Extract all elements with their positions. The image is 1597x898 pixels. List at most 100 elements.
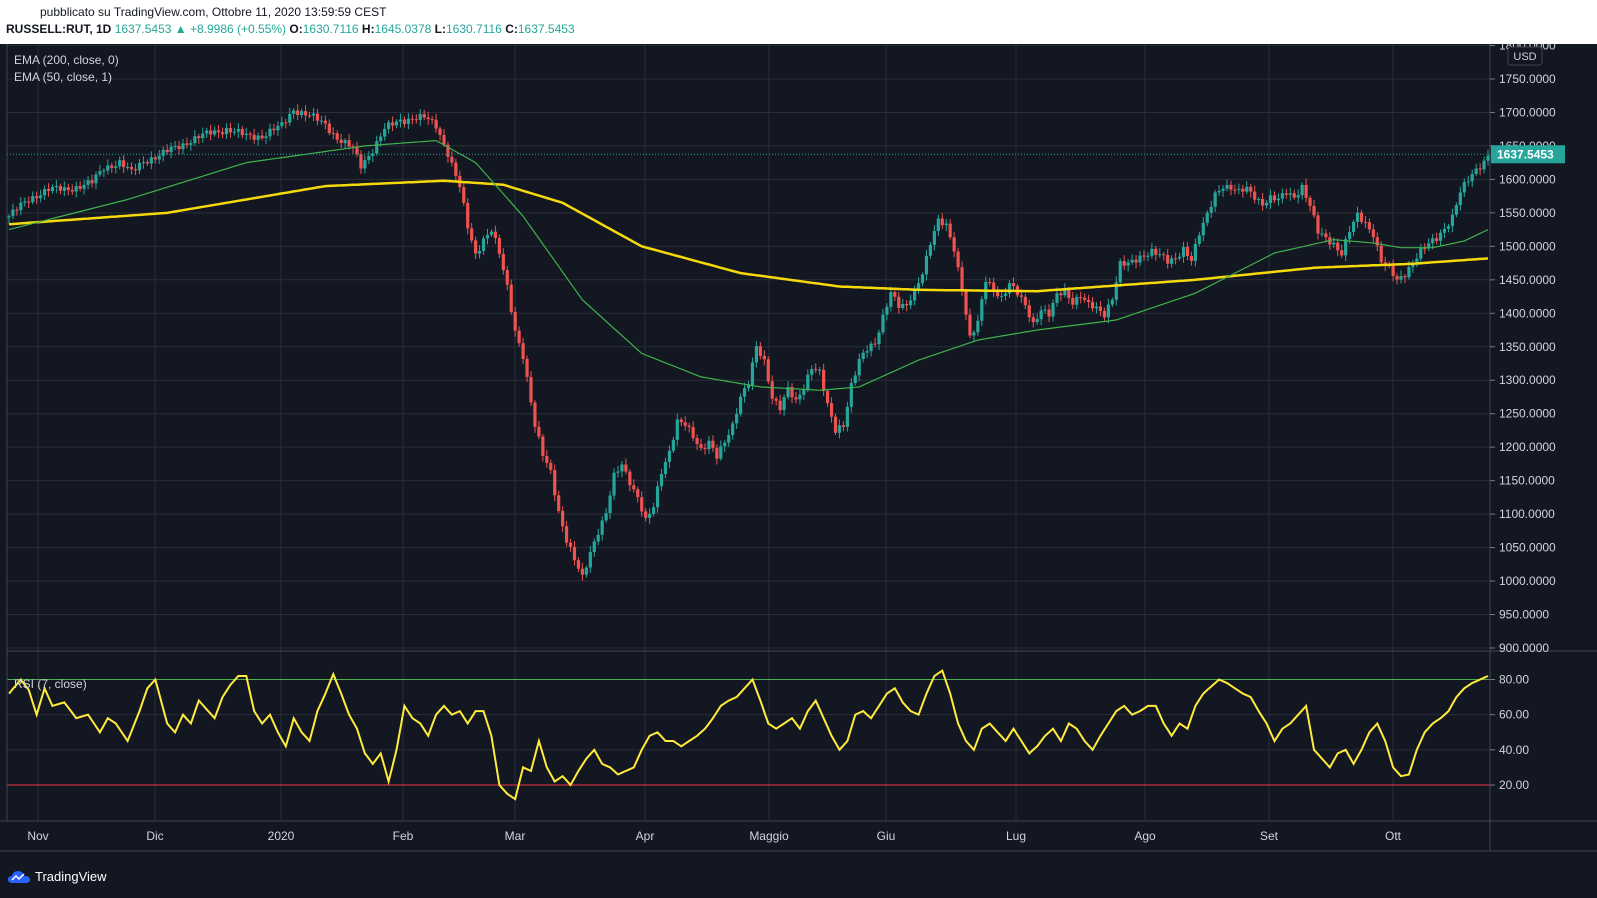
candle-body bbox=[750, 362, 755, 385]
candle-body bbox=[964, 291, 968, 315]
rsi-axis[interactable]: 20.00 40.00 60.00 80.00 bbox=[1490, 673, 1529, 793]
price-axis-label: 1700.0000 bbox=[1499, 105, 1556, 119]
time-axis-label: Lug bbox=[1006, 829, 1026, 843]
candle-body bbox=[62, 187, 66, 191]
candle-body bbox=[133, 169, 138, 171]
candle-body bbox=[869, 343, 873, 352]
candle-body bbox=[912, 288, 917, 301]
candle-body bbox=[481, 238, 486, 251]
candle-body bbox=[288, 113, 292, 123]
ema50-legend[interactable]: EMA (50, close, 1) bbox=[14, 70, 113, 84]
candle-body bbox=[1162, 254, 1166, 256]
candle-body bbox=[1098, 306, 1103, 311]
candle-body bbox=[600, 520, 604, 535]
candle-body bbox=[474, 240, 478, 254]
candle-body bbox=[988, 281, 992, 283]
candle-body bbox=[1189, 255, 1194, 261]
candle-body bbox=[1146, 255, 1150, 257]
candle-body bbox=[909, 300, 913, 306]
candle-body bbox=[501, 253, 505, 271]
candle-body bbox=[806, 374, 810, 390]
price-axis-label: 1250.0000 bbox=[1499, 407, 1556, 421]
candle-body bbox=[355, 147, 359, 155]
candle-body bbox=[268, 128, 272, 137]
candle-body bbox=[1446, 226, 1451, 229]
price-axis-label: 1450.0000 bbox=[1499, 273, 1556, 287]
candle-body bbox=[197, 136, 201, 139]
candle-body bbox=[50, 186, 55, 192]
candle-body bbox=[209, 130, 213, 135]
candle-body bbox=[561, 510, 565, 527]
candle-body bbox=[272, 128, 276, 131]
candle-body bbox=[1340, 250, 1344, 256]
candle-body bbox=[778, 400, 782, 411]
currency-badge[interactable]: USD bbox=[1507, 46, 1543, 66]
candle-body bbox=[228, 128, 233, 133]
candle-body bbox=[1371, 229, 1375, 238]
candle-body bbox=[1130, 259, 1134, 263]
price-change: ▲ +8.9986 (+0.55%) bbox=[174, 22, 287, 36]
candle-body bbox=[825, 391, 830, 404]
price-axis-label: 1150.0000 bbox=[1499, 474, 1555, 488]
price-axis-label: 1500.0000 bbox=[1499, 239, 1556, 253]
ema200-legend[interactable]: EMA (200, close, 0) bbox=[14, 53, 119, 67]
published-text: pubblicato su TradingView.com, Ottobre 1… bbox=[40, 5, 387, 19]
price-axis[interactable]: 900.0000 950.0000 1000.0000 1050.0000 1100.0… bbox=[1490, 44, 1556, 655]
rsi-line bbox=[8, 669, 1489, 801]
symbol-label[interactable]: RUSSELL:RUT, 1D bbox=[6, 22, 112, 36]
candle-body bbox=[387, 122, 391, 129]
candle-body bbox=[1435, 238, 1439, 241]
candle-body bbox=[23, 201, 27, 203]
open-value: 1630.7116 bbox=[302, 22, 359, 36]
candle-body bbox=[1245, 186, 1249, 192]
candle-body bbox=[648, 513, 652, 518]
candle-body bbox=[885, 306, 889, 315]
candle-body bbox=[537, 426, 541, 437]
candle-body bbox=[545, 455, 549, 463]
rsi-legend[interactable]: RSI (7, close) bbox=[14, 677, 87, 691]
candle-body bbox=[1249, 186, 1253, 192]
candle-body bbox=[74, 186, 78, 192]
candle-body bbox=[616, 471, 620, 473]
candle-body bbox=[398, 119, 403, 122]
candle-body bbox=[264, 136, 268, 139]
candle-body bbox=[509, 284, 513, 312]
candle-body bbox=[39, 195, 43, 199]
candle-body bbox=[1300, 184, 1304, 196]
candle-body bbox=[477, 250, 482, 254]
last-price-tag-text: 1637.5453 bbox=[1497, 147, 1554, 161]
candle-body bbox=[972, 332, 976, 336]
time-axis[interactable]: Nov Dic 2020 Feb Mar Apr Maggio Giu Lug Ago Set Ott bbox=[27, 829, 1401, 843]
candle-body bbox=[311, 113, 316, 116]
candle-body bbox=[173, 146, 177, 148]
candle-body bbox=[1079, 297, 1083, 299]
candle-body bbox=[414, 119, 418, 121]
tradingview-logo[interactable]: TradingView bbox=[8, 869, 107, 884]
time-axis-label: Ott bbox=[1385, 829, 1402, 843]
last-price-tag-bg bbox=[1491, 145, 1565, 164]
candle-body bbox=[1292, 193, 1296, 198]
candle-body bbox=[505, 270, 509, 285]
candle-body bbox=[118, 160, 122, 167]
candle-body bbox=[592, 541, 596, 552]
candle-body bbox=[1221, 188, 1225, 191]
candle-body bbox=[742, 388, 747, 397]
candle-body bbox=[177, 146, 181, 150]
rsi-layer bbox=[7, 669, 1490, 801]
chart-canvas[interactable]: 900.0000 950.0000 1000.0000 1050.0000 1100.0… bbox=[0, 44, 1597, 862]
candle-body bbox=[1094, 306, 1099, 309]
candle-body bbox=[1474, 168, 1478, 174]
candle-body bbox=[944, 223, 948, 226]
candle-body bbox=[1055, 293, 1059, 303]
candle-body bbox=[992, 282, 996, 292]
candle-body bbox=[450, 156, 454, 163]
candle-body bbox=[462, 187, 466, 203]
candle-body bbox=[572, 546, 577, 561]
candle-body bbox=[193, 136, 197, 144]
candle-body bbox=[426, 117, 430, 120]
close-value: 1637.5453 bbox=[517, 22, 575, 36]
candle-body bbox=[244, 133, 248, 136]
candle-body bbox=[960, 267, 964, 292]
candle-body bbox=[667, 450, 672, 462]
candle-body bbox=[110, 165, 114, 168]
